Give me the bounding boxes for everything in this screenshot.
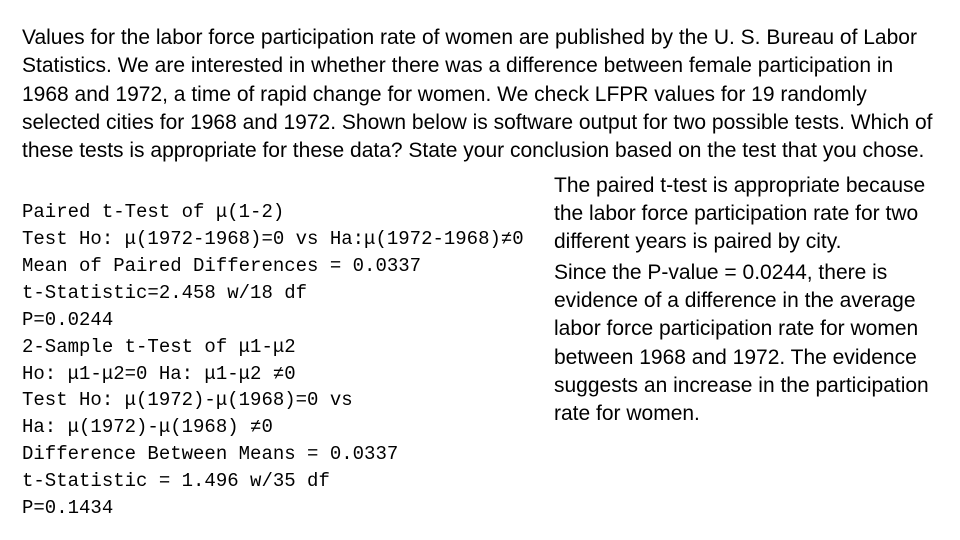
answer-paragraph-2: Since the P-value = 0.0244, there is evi… <box>554 259 938 429</box>
question-text: Values for the labor force participation… <box>22 24 938 166</box>
output-line: Test Ho: μ(1972)-μ(1968)=0 vs <box>22 389 353 411</box>
answer-text: The paired t-test is appropriate because… <box>554 172 938 523</box>
output-line: P=0.1434 <box>22 497 113 519</box>
output-line: Ho: μ1-μ2=0 Ha: μ1-μ2 ≠0 <box>22 363 296 385</box>
answer-paragraph-1: The paired t-test is appropriate because… <box>554 172 938 257</box>
output-line: t-Statistic=2.458 w/18 df <box>22 282 307 304</box>
output-line: P=0.0244 <box>22 309 113 331</box>
slide: Values for the labor force participation… <box>0 0 960 540</box>
software-output: Paired t-Test of μ(1-2) Test Ho: μ(1972-… <box>22 172 544 523</box>
output-line: Difference Between Means = 0.0337 <box>22 443 398 465</box>
output-line: t-Statistic = 1.496 w/35 df <box>22 470 330 492</box>
output-line: Ha: μ(1972)-μ(1968) ≠0 <box>22 416 273 438</box>
output-line: Test Ho: μ(1972-1968)=0 vs Ha:μ(1972-196… <box>22 228 524 250</box>
lower-columns: Paired t-Test of μ(1-2) Test Ho: μ(1972-… <box>22 172 938 523</box>
output-line: Paired t-Test of μ(1-2) <box>22 201 284 223</box>
output-line: Mean of Paired Differences = 0.0337 <box>22 255 421 277</box>
output-line: 2-Sample t-Test of μ1-μ2 <box>22 336 296 358</box>
